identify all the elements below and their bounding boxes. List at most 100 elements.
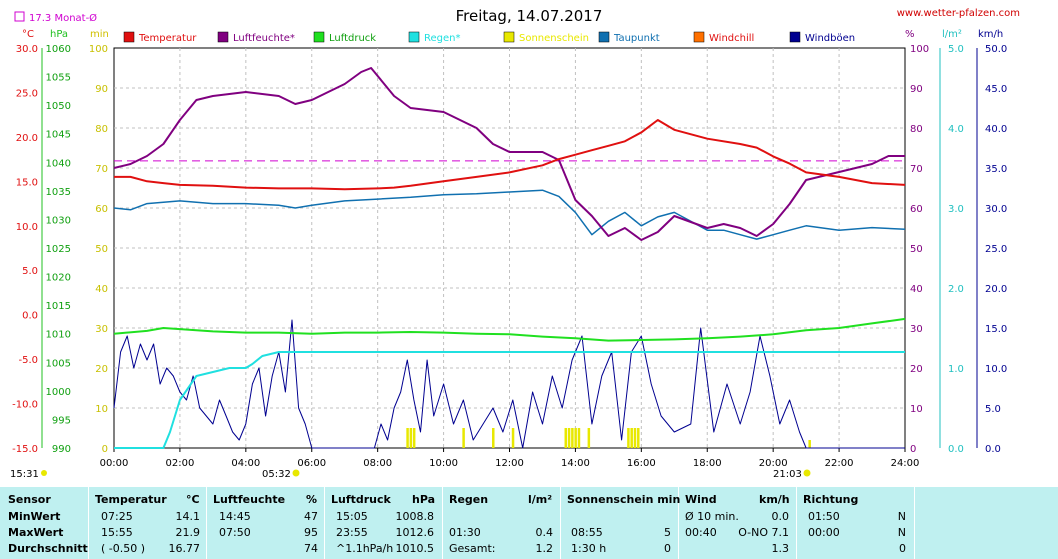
- sunrise-label: 05:32: [262, 469, 291, 480]
- monthly-avg-icon: [14, 11, 25, 22]
- sunshine-bar: [511, 428, 515, 448]
- wind-tick-label: 15.0: [985, 324, 1007, 335]
- wind-tick-label: 5.0: [985, 404, 1001, 415]
- legend-swatch: [408, 31, 420, 43]
- pressure-tick-label: 1035: [46, 187, 71, 198]
- stats-cell-temp-time: 07:25: [101, 510, 133, 523]
- stats-cell-hum-val: 74: [304, 542, 318, 555]
- x-tick-label: 14:00: [561, 458, 590, 469]
- sunshine-bar: [492, 428, 495, 448]
- wind-tick-label: 10.0: [985, 364, 1007, 375]
- weather-chart: Freitag, 14.07.2017 www.wetter-pfalzen.c…: [10, 7, 1020, 480]
- humidity-unit: %: [905, 29, 915, 40]
- wind-tick-label: 30.0: [985, 204, 1007, 215]
- stats-cell-dir-val: N: [897, 510, 906, 523]
- stats-cell-temp-val: 21.9: [175, 526, 201, 539]
- sunshine-bar: [577, 428, 581, 448]
- wind-tick-label: 0.0: [985, 444, 1001, 455]
- hdr-temp: Temperatur: [95, 493, 167, 506]
- legend-swatch: [217, 31, 229, 43]
- wind-tick-label: 25.0: [985, 244, 1007, 255]
- temp-tick-label: 30.0: [16, 44, 38, 55]
- pressure-tick-label: 990: [52, 444, 71, 455]
- rain-tick-label: 3.0: [948, 204, 964, 215]
- stats-cell-temp-val: 14.1: [175, 510, 201, 523]
- legend-label: Regen*: [424, 33, 461, 44]
- pressure-tick-label: 1015: [46, 301, 71, 312]
- wind-unit: km/h: [978, 29, 1003, 40]
- series-line-temperatur: [114, 119, 906, 191]
- hdr-rain: Regen: [449, 493, 489, 506]
- sun-tick-label: 10: [95, 404, 108, 415]
- humidity-tick-label: 100: [910, 44, 929, 55]
- hdr-dir: Richtung: [803, 493, 859, 506]
- legend-swatch: [693, 31, 705, 43]
- humidity-tick-label: 50: [910, 244, 923, 255]
- humidity-tick-label: 80: [910, 124, 923, 135]
- stats-cell-press-val: 1010.5: [395, 542, 435, 555]
- x-axis: 00:00 02:00 04:00 06:00 08:00 10:00 12:00 14:00…: [100, 448, 919, 469]
- pressure-tick-label: 1010: [46, 330, 71, 341]
- humidity-tick-label: 10: [910, 404, 923, 415]
- humidity-tick-label: 20: [910, 364, 923, 375]
- stats-cell-rain-val: 1.2: [535, 542, 554, 555]
- sun-unit: min: [90, 29, 109, 40]
- stats-cell-press-time: ^1.1hPa/h: [336, 542, 394, 555]
- sun-tick-label: 80: [95, 124, 108, 135]
- sunshine-bar: [409, 428, 413, 448]
- stats-cell-sun-time: 08:55: [571, 526, 603, 539]
- stats-cell-sun-val: 0: [664, 542, 671, 555]
- hdr-wind: Wind: [685, 493, 717, 506]
- stats-cell-sun-time: 1:30 h: [571, 542, 607, 555]
- stats-cell-temp-time: ( -0.50 ): [101, 542, 146, 555]
- legend-swatch: [789, 31, 801, 43]
- pressure-tick-label: 1045: [46, 130, 71, 141]
- legend-label: Windböen: [805, 33, 855, 44]
- sun-tick-label: 60: [95, 204, 108, 215]
- pressure-tick-label: 1040: [46, 158, 71, 169]
- pressure-unit: hPa: [50, 29, 68, 40]
- x-tick-label: 02:00: [166, 458, 195, 469]
- wind-tick-label: 40.0: [985, 124, 1007, 135]
- x-tick-label: 08:00: [363, 458, 392, 469]
- temp-tick-label: -5.0: [18, 355, 38, 366]
- sun-tick-label: 40: [95, 284, 108, 295]
- series-line-windboeen: [113, 319, 905, 449]
- pressure-tick-label: 1055: [46, 73, 71, 84]
- sunshine-bar: [627, 428, 630, 448]
- stats-cell-dir-time: 00:00: [808, 526, 840, 539]
- legend-label: Temperatur: [138, 33, 197, 44]
- hdr-sun: Sonnenschein min: [567, 493, 681, 506]
- chart-title: Freitag, 14.07.2017: [456, 7, 603, 25]
- x-tick-label: 06:00: [297, 458, 326, 469]
- sunrise-icon: [292, 469, 300, 477]
- pressure-tick-label: 1060: [46, 44, 71, 55]
- series-line-luftfeuchte: [113, 67, 905, 241]
- rain-tick-label: 4.0: [948, 124, 964, 135]
- website-link[interactable]: www.wetter-pfalzen.com: [897, 8, 1020, 19]
- legend-swatch: [503, 31, 515, 43]
- pressure-tick-label: 1000: [46, 387, 71, 398]
- stats-cell-dir-val: N: [897, 526, 906, 539]
- legend: Temperatur Luftfeuchte* Luftdruck Regen* Son…: [123, 31, 855, 44]
- sunshine-bar: [574, 428, 577, 448]
- temp-tick-label: 25.0: [16, 88, 38, 99]
- rain-tick-label: 2.0: [948, 284, 964, 295]
- hdr-rain-unit: l/m²: [528, 493, 553, 506]
- temp-tick-label: -10.0: [12, 400, 38, 411]
- rain-tick-label: 1.0: [948, 364, 964, 375]
- stats-cell-hum-time: 14:45: [219, 510, 251, 523]
- stats-cell-dir-val: 0: [899, 542, 906, 555]
- stats-cell-rain-time: 01:30: [449, 526, 481, 539]
- legend-swatch: [313, 31, 325, 43]
- stats-cell-wind-val: 0.0: [771, 510, 790, 523]
- humidity-tick-label: 30: [910, 324, 923, 335]
- sunset-label: 21:03: [773, 469, 802, 480]
- stats-cell-press-val: 1008.8: [395, 510, 435, 523]
- hdr-temp-unit: °C: [186, 493, 200, 506]
- stats-cell-wind-val: O-NO 7.1: [738, 526, 789, 539]
- stats-cell-hum-val: 47: [304, 510, 318, 523]
- hdr-hum: Luftfeuchte: [213, 493, 286, 506]
- hdr-hum-unit: %: [306, 493, 318, 506]
- sun-tick-label: 100: [89, 44, 108, 55]
